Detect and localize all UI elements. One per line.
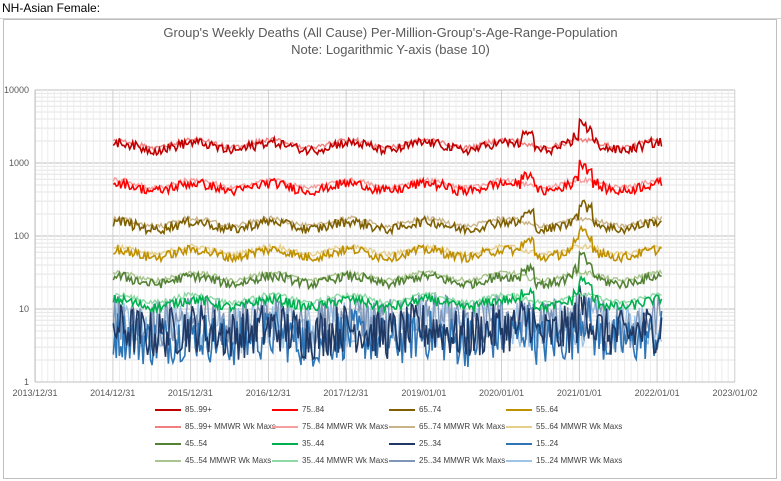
- legend-label: 75..84: [302, 405, 325, 414]
- sheet-label: NH-Asian Female:: [2, 1, 101, 15]
- legend-label: 35..44 MMWR Wk Maxs: [302, 456, 389, 465]
- legend-swatch: [506, 459, 532, 462]
- legend-label: 25..34 MMWR Wk Maxs: [419, 456, 506, 465]
- legend-label: 45..54 MMWR Wk Maxs: [185, 456, 272, 465]
- legend-label: 45..54: [185, 439, 208, 448]
- series-line: [112, 274, 663, 315]
- legend-swatch: [272, 425, 298, 428]
- legend-item: 45..54: [155, 439, 207, 448]
- x-tick-label: 2022/01/01: [635, 388, 680, 398]
- y-tick-label: 10: [19, 304, 29, 314]
- legend-item: 65..74: [389, 405, 441, 414]
- y-tick-label: 10000: [4, 85, 29, 95]
- legend-label: 15..24 MMWR Wk Maxs: [536, 456, 623, 465]
- legend-item: 35..44: [272, 439, 324, 448]
- legend-swatch: [389, 408, 415, 411]
- legend-label: 85..99+: [185, 405, 212, 414]
- x-tick-label: 2023/01/02: [712, 388, 757, 398]
- legend-label: 25..34: [419, 439, 442, 448]
- legend-swatch: [272, 408, 298, 411]
- series-line: [112, 117, 663, 157]
- legend-swatch: [272, 442, 298, 445]
- x-tick-label: 2019/01/01: [401, 388, 446, 398]
- x-tick-label: 2013/12/31: [12, 388, 57, 398]
- x-tick-label: 2021/01/01: [557, 388, 602, 398]
- legend-label: 65..74 MMWR Wk Maxs: [419, 422, 506, 431]
- cell-gridline: [0, 18, 781, 19]
- series-line: [112, 199, 662, 237]
- legend-label: 85..99+ MMWR Wk Maxs: [185, 422, 276, 431]
- series-line: [112, 214, 663, 230]
- legend-item: 25..34: [389, 439, 441, 448]
- legend-label: 55..64 MMWR Wk Maxs: [536, 422, 623, 431]
- y-tick-label: 100: [14, 231, 29, 241]
- series-line: [113, 224, 662, 265]
- legend-swatch: [506, 442, 532, 445]
- series-line: [112, 285, 663, 361]
- y-tick-label: 1: [24, 377, 29, 387]
- series-line: [112, 159, 663, 197]
- legend-item: 85..99+ MMWR Wk Maxs: [155, 422, 276, 431]
- legend-swatch: [155, 459, 181, 462]
- legend-item: 55..64: [506, 405, 558, 414]
- series-lines: [112, 117, 663, 368]
- legend-swatch: [506, 408, 532, 411]
- legend-label: 55..64: [536, 405, 559, 414]
- legend-item: 55..64 MMWR Wk Maxs: [506, 422, 622, 431]
- legend-label: 35..44: [302, 439, 325, 448]
- series-line: [113, 242, 662, 259]
- y-tick-label: 1000: [9, 158, 29, 168]
- legend-swatch: [506, 425, 532, 428]
- legend-item: 85..99+: [155, 405, 212, 414]
- legend-item: 25..34 MMWR Wk Maxs: [389, 456, 505, 465]
- x-axis: 2013/12/31 2014/12/31 2015/12/31 2016/12/31…: [12, 388, 757, 398]
- series-line: [113, 136, 662, 152]
- x-tick-label: 2017/12/31: [323, 388, 368, 398]
- legend-label: 65..74: [419, 405, 442, 414]
- legend-item: 65..74 MMWR Wk Maxs: [389, 422, 505, 431]
- chart-subtitle: Note: Logarithmic Y-axis (base 10): [291, 42, 490, 57]
- x-tick-label: 2015/12/31: [168, 388, 213, 398]
- legend-swatch: [155, 442, 181, 445]
- legend-swatch: [155, 425, 181, 428]
- legend-label: 75..84 MMWR Wk Maxs: [302, 422, 389, 431]
- legend-item: 75..84: [272, 405, 324, 414]
- legend-swatch: [389, 442, 415, 445]
- legend-item: 45..54 MMWR Wk Maxs: [155, 456, 271, 465]
- legend-label: 15..24: [536, 439, 559, 448]
- legend-swatch: [155, 408, 181, 411]
- legend-item: 15..24 MMWR Wk Maxs: [506, 456, 622, 465]
- x-tick-label: 2014/12/31: [90, 388, 135, 398]
- x-tick-label: 2020/01/01: [479, 388, 524, 398]
- chart-title: Group's Weekly Deaths (All Cause) Per-Mi…: [163, 25, 618, 40]
- legend-item: 75..84 MMWR Wk Maxs: [272, 422, 388, 431]
- legend-swatch: [389, 425, 415, 428]
- series-line: [112, 250, 662, 291]
- x-tick-label: 2016/12/31: [246, 388, 291, 398]
- legend-swatch: [272, 459, 298, 462]
- legend-swatch: [389, 459, 415, 462]
- legend-item: 15..24: [506, 439, 558, 448]
- legend-item: 35..44 MMWR Wk Maxs: [272, 456, 388, 465]
- y-axis: 1 10 100 1000 10000: [4, 85, 29, 387]
